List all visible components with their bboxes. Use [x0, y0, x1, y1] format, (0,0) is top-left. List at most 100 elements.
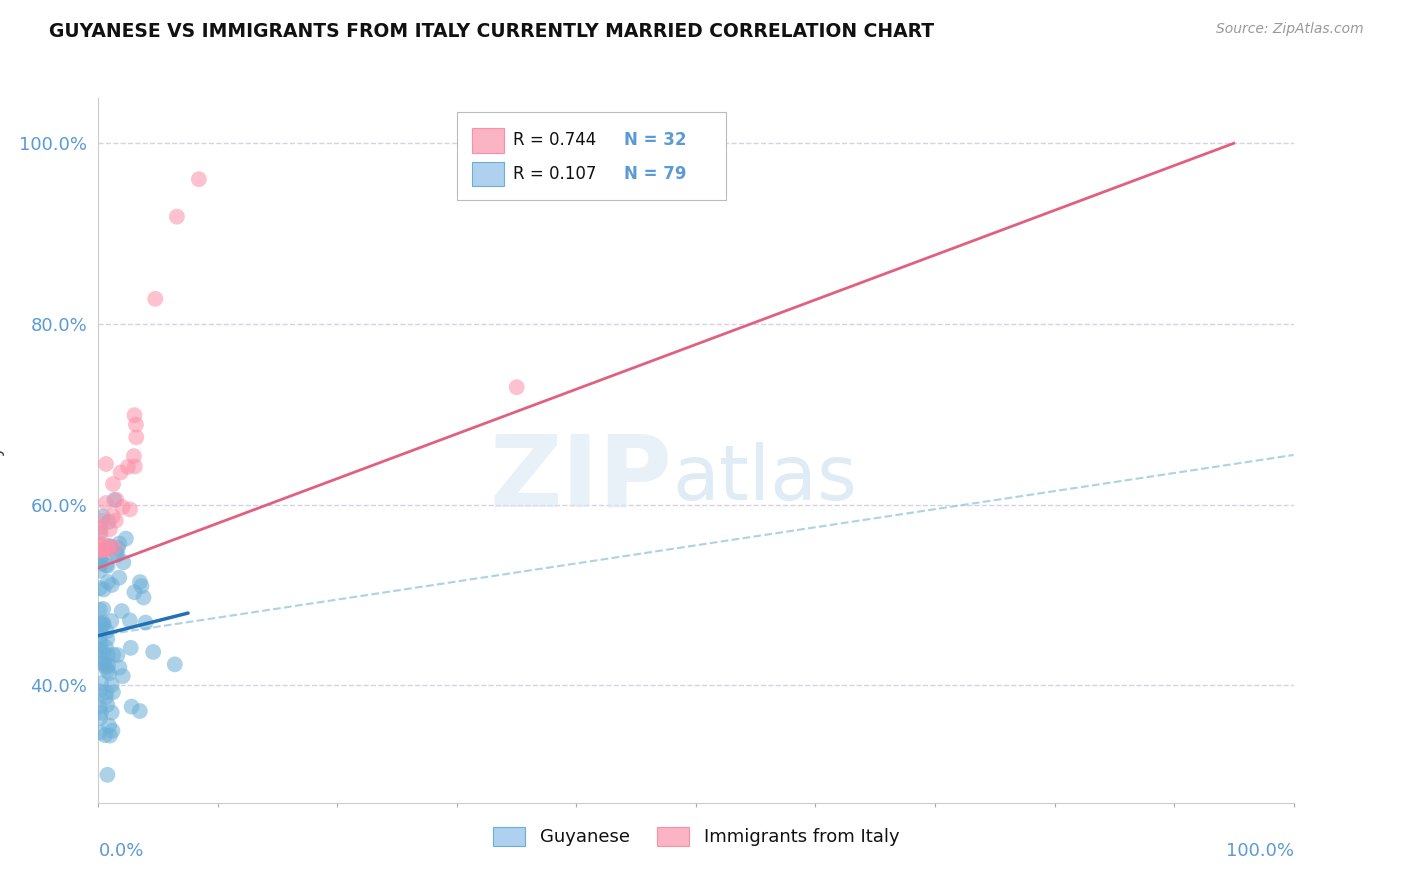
Point — [93, 542, 115, 557]
Point — [90, 636, 112, 650]
Point — [111, 669, 134, 683]
Point — [93, 582, 115, 597]
Point — [143, 292, 166, 306]
Text: 100.0%: 100.0% — [1226, 841, 1294, 860]
Text: Source: ZipAtlas.com: Source: ZipAtlas.com — [1216, 22, 1364, 37]
Point — [112, 555, 135, 569]
Point — [90, 617, 112, 632]
Point — [89, 564, 111, 578]
Point — [105, 648, 128, 662]
Point — [121, 699, 143, 714]
Point — [100, 678, 122, 692]
Point — [107, 541, 129, 555]
Point — [100, 614, 122, 628]
Text: GUYANESE VS IMMIGRANTS FROM ITALY CURRENTLY MARRIED CORRELATION CHART: GUYANESE VS IMMIGRANTS FROM ITALY CURREN… — [49, 22, 935, 41]
Point — [125, 430, 148, 444]
Point — [89, 631, 111, 645]
Point — [94, 558, 117, 572]
Text: 0.0%: 0.0% — [98, 841, 143, 860]
Point — [98, 522, 121, 536]
Point — [104, 546, 127, 560]
FancyBboxPatch shape — [472, 128, 503, 153]
Point — [117, 459, 139, 474]
Point — [120, 640, 142, 655]
Point — [96, 558, 118, 573]
Point — [91, 509, 114, 524]
Text: R = 0.107: R = 0.107 — [513, 164, 596, 183]
Point — [118, 502, 141, 516]
Point — [90, 520, 112, 534]
Point — [97, 542, 120, 557]
Point — [110, 466, 132, 480]
Point — [108, 536, 131, 550]
Point — [90, 542, 112, 557]
FancyBboxPatch shape — [457, 112, 725, 201]
Point — [90, 537, 112, 551]
Point — [104, 514, 127, 528]
Point — [98, 539, 121, 553]
Point — [124, 585, 146, 599]
Point — [101, 578, 124, 592]
Legend: Guyanese, Immigrants from Italy: Guyanese, Immigrants from Italy — [485, 820, 907, 854]
Point — [89, 602, 111, 616]
Point — [125, 417, 148, 432]
Point — [94, 640, 117, 655]
Point — [118, 613, 141, 627]
Point — [93, 542, 115, 557]
Point — [93, 657, 115, 672]
Point — [97, 574, 120, 589]
Point — [89, 616, 111, 631]
Point — [124, 459, 146, 474]
Point — [93, 617, 115, 632]
Point — [506, 380, 529, 394]
Point — [122, 449, 145, 463]
Point — [96, 768, 118, 782]
Point — [90, 557, 112, 571]
Point — [101, 723, 124, 738]
Point — [89, 651, 111, 665]
Point — [187, 172, 209, 186]
Point — [89, 725, 111, 739]
Point — [96, 685, 118, 699]
Point — [142, 645, 165, 659]
Point — [89, 623, 111, 637]
Point — [101, 648, 124, 662]
Point — [89, 581, 111, 595]
Point — [101, 477, 124, 491]
Text: R = 0.744: R = 0.744 — [513, 131, 596, 149]
Point — [98, 666, 121, 681]
Text: ZIP: ZIP — [489, 430, 672, 527]
Point — [89, 643, 111, 657]
Point — [111, 500, 134, 514]
Point — [135, 615, 157, 630]
Point — [91, 615, 114, 630]
Point — [105, 548, 128, 562]
Text: N = 32: N = 32 — [624, 131, 686, 149]
Point — [91, 549, 114, 563]
Point — [94, 496, 117, 510]
Point — [90, 676, 112, 690]
Point — [131, 579, 153, 593]
Point — [89, 699, 111, 714]
Point — [103, 540, 125, 554]
Point — [91, 602, 114, 616]
Point — [101, 685, 124, 699]
Point — [96, 698, 118, 712]
Point — [100, 540, 122, 554]
Point — [108, 571, 131, 585]
Point — [98, 719, 121, 733]
Point — [90, 527, 112, 541]
Point — [98, 539, 121, 553]
Point — [90, 706, 112, 720]
Point — [108, 660, 131, 674]
Point — [90, 539, 112, 553]
Point — [89, 711, 111, 725]
Point — [94, 728, 117, 742]
Point — [97, 648, 120, 663]
Point — [128, 704, 150, 718]
Point — [105, 492, 128, 507]
Point — [94, 690, 117, 705]
Point — [100, 706, 122, 720]
Point — [132, 591, 155, 605]
Point — [129, 575, 152, 590]
